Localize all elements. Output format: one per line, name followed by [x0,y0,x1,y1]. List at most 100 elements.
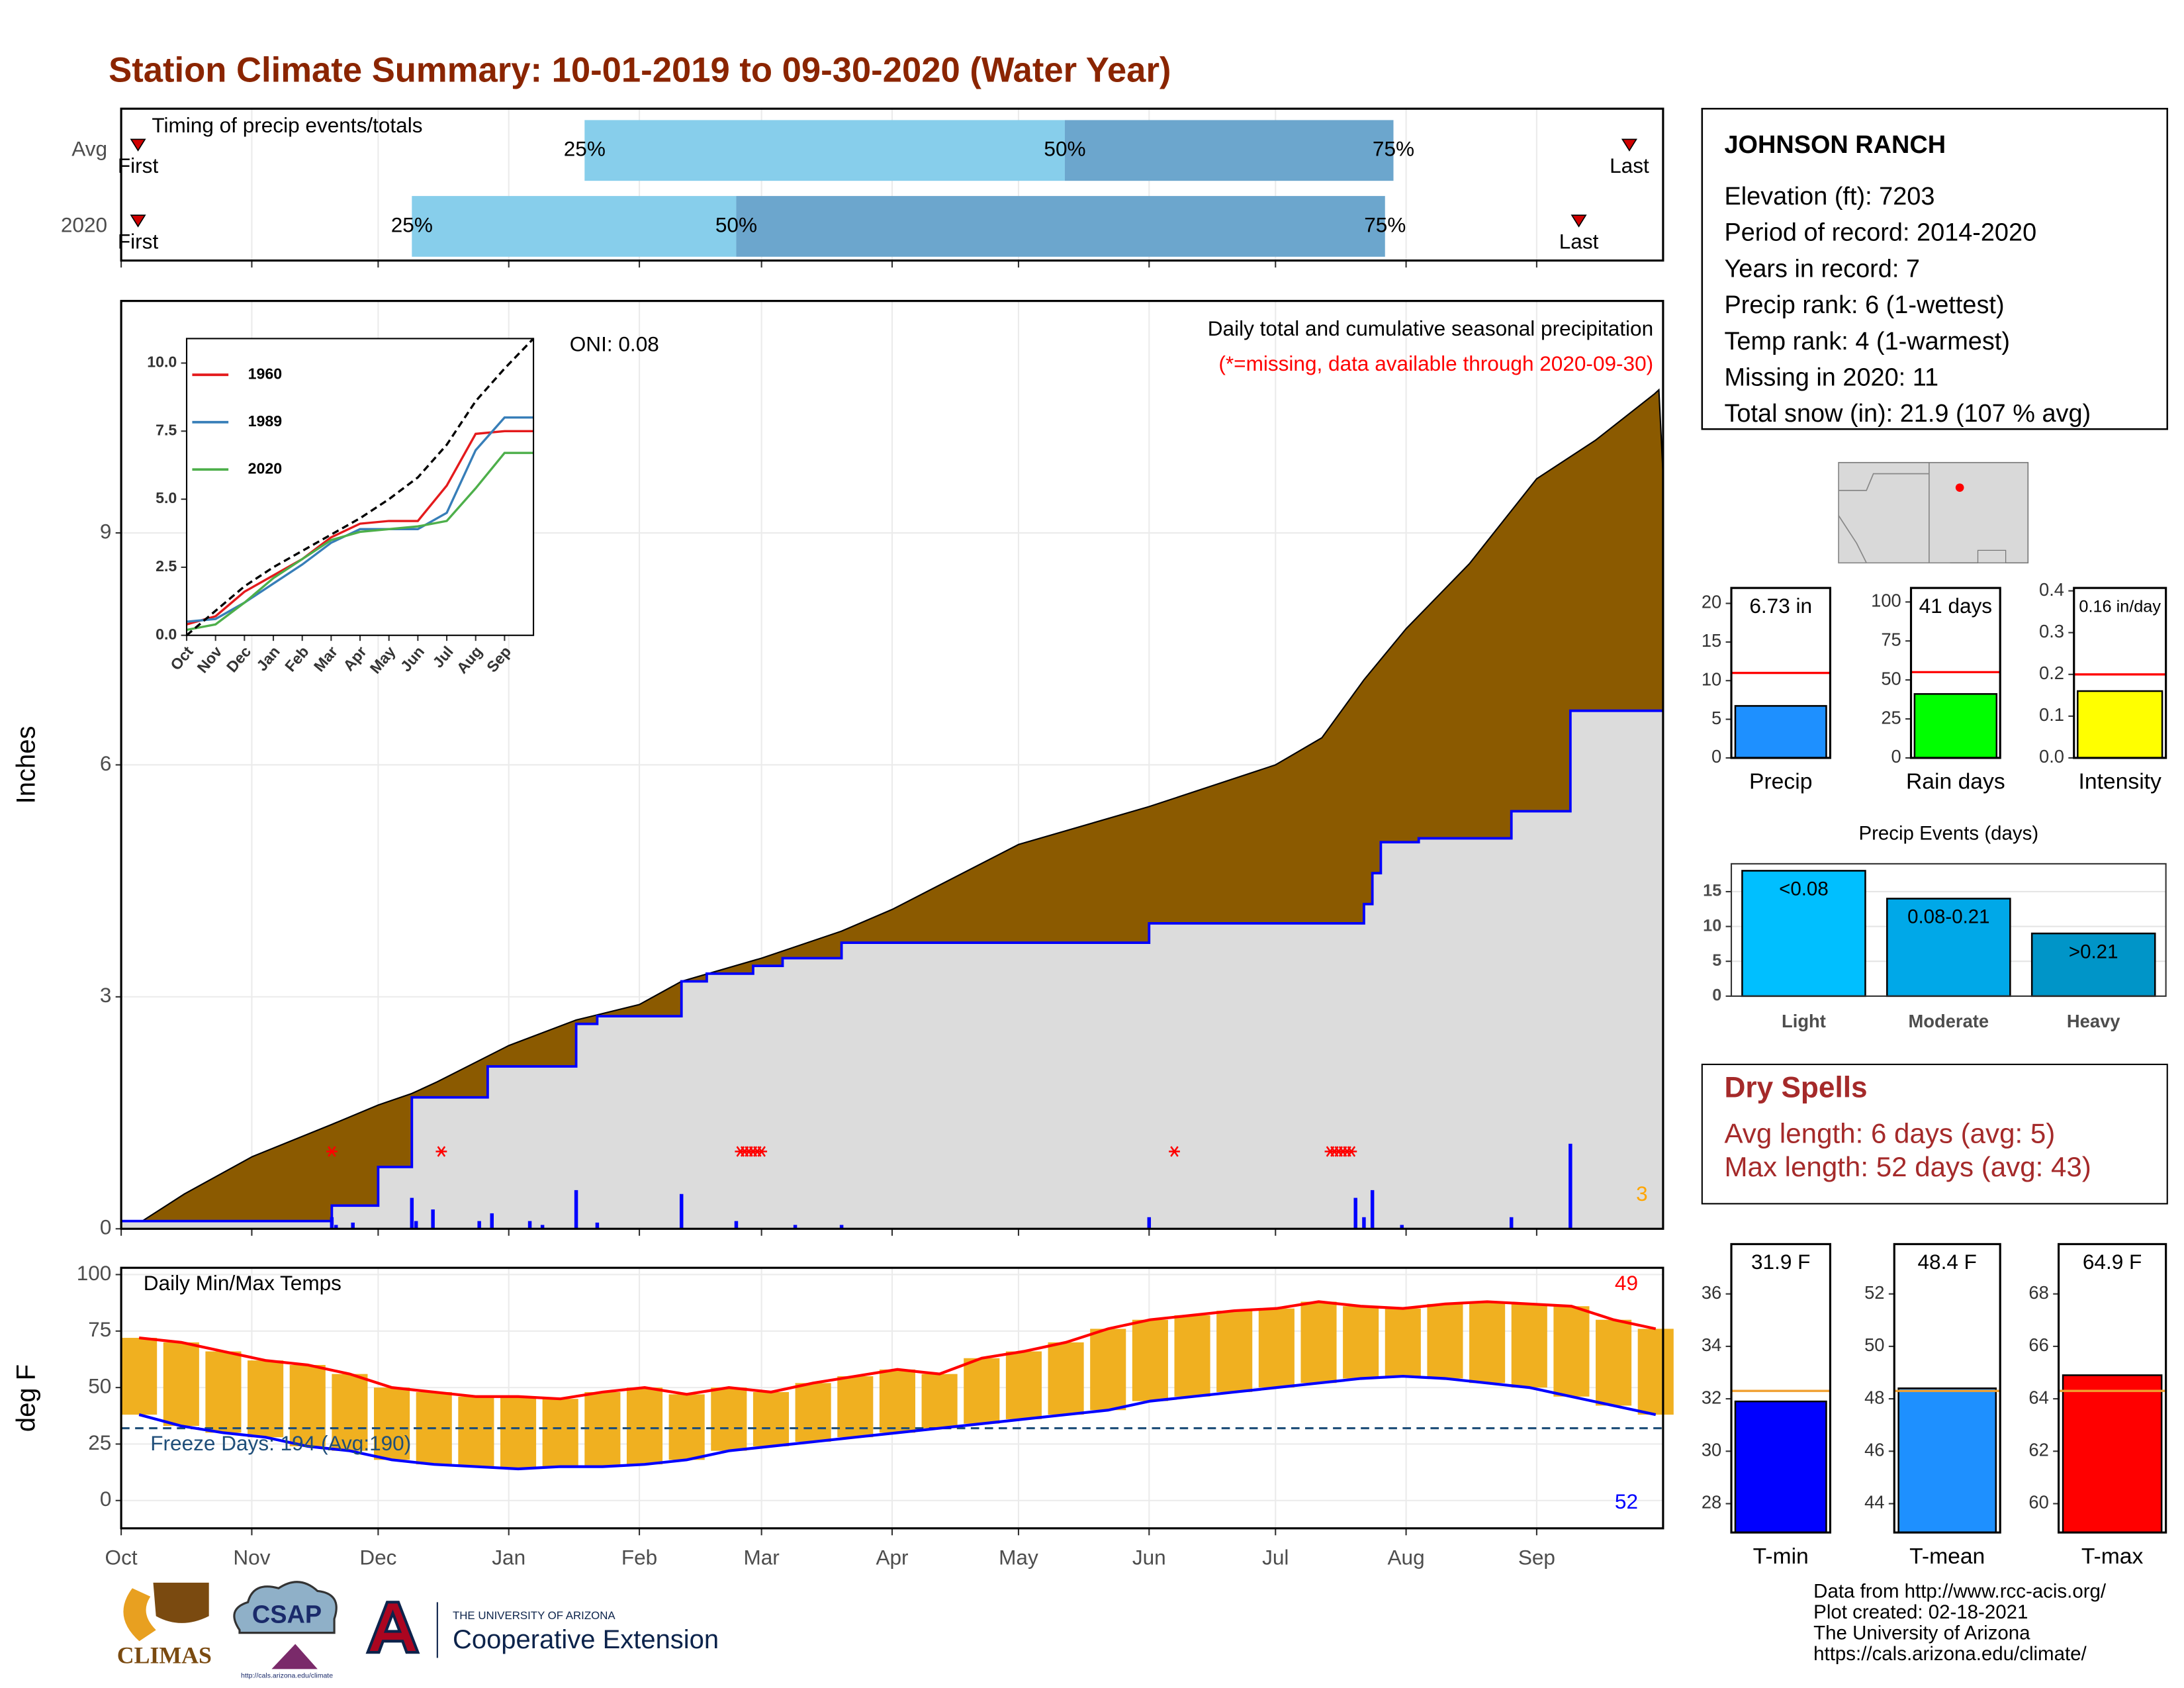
category-label: 2020 [61,212,107,236]
y-tick-label: 75 [88,1317,111,1341]
dry-spells-line: Max length: 52 days (avg: 43) [1724,1151,2091,1182]
x-tick-label: Mar [743,1545,779,1569]
count-label: 3 [1636,1182,1648,1205]
cumulative-area [121,710,1663,1229]
logo-shape [365,1601,420,1654]
locator-map [1838,461,2029,564]
temp-range-bar [1174,1315,1210,1397]
y-tick-label: 50 [1881,668,1901,688]
csap-logo: CSAP http://cals.arizona.edu/climate [233,1581,338,1680]
temp-range-bar [1511,1303,1547,1388]
y-tick-label: 75 [1881,629,1901,649]
source-line: The University of Arizona [1813,1622,2030,1644]
daily-precip-bar [1509,1217,1514,1229]
x-tick-label: Jun [1132,1545,1166,1569]
climas-logo: CLIMAS [117,1582,212,1669]
x-tick-label: Apr [876,1545,908,1569]
temp-range-bar [1132,1319,1168,1401]
y-tick-label: 66 [2028,1335,2048,1355]
x-tick-label: Jul [1262,1545,1289,1569]
station-lines: Elevation (ft): 7203 Period of record: 20… [1724,183,2091,428]
plot-border [1730,863,2167,997]
bar [1897,1387,1997,1534]
y-tick-label: 0 [1711,746,1721,767]
category-label: T-max [2081,1544,2144,1569]
category-label: Precip [1749,770,1812,794]
logo-shape [233,1581,338,1634]
daily-precip-bar [679,1194,684,1229]
y-tick-label: 10.0 [147,353,177,371]
temp-range-bar [1300,1301,1337,1383]
first-label: First [118,230,159,254]
value-label: 6.73 in [1749,594,1812,618]
value-label: 48.4 F [1918,1250,1977,1274]
temp-range-bar [668,1394,705,1460]
station-name: JOHNSON RANCH [1724,131,1946,159]
y-tick-label: 68 [2028,1282,2048,1303]
missing-marker [1345,1146,1357,1157]
dry-spells-box [1701,1063,2168,1205]
daily-precip-bar [1400,1225,1404,1229]
quartile-label: 75% [1373,137,1414,161]
daily-precip-bar [574,1190,578,1229]
y-tick-label: 5.0 [156,489,177,506]
max-label: 49 [1615,1271,1638,1295]
bar [1741,870,1866,998]
bar [2030,932,2156,998]
bar [1734,705,1827,759]
temp-range-bar [752,1391,790,1446]
y-tick-label: 5 [1712,951,1721,970]
source-line: Data from http://www.rcc-acis.org/ [1813,1580,2107,1602]
temp-range-bar [1343,1306,1379,1379]
first-label: First [118,154,159,177]
logo-shape [123,1588,156,1642]
map-borders [1838,462,1930,563]
logo-text: CLIMAS [117,1642,212,1669]
last-label: Last [1610,154,1649,177]
missing-marker [435,1146,447,1157]
y-tick-label: 20 [1702,592,1721,612]
station-line: Temp rank: 4 (1-warmest) [1724,328,2009,355]
y-axis-label: Inches [12,726,41,804]
plot-border [2058,1243,2167,1534]
y-tick-label: 64 [2028,1387,2048,1407]
temp-range-bar [1048,1342,1084,1415]
y-tick-label: 25 [88,1430,111,1454]
temp-range-bar [626,1387,663,1465]
y-tick-label: 10 [1703,916,1721,935]
temp-range-bar [374,1387,410,1460]
dry-spells-title: Dry Spells [1724,1072,1867,1104]
value-label: 64.9 F [2083,1250,2142,1274]
temp-range-bar [332,1374,368,1451]
quartile-bar [584,120,1065,181]
value-label: 31.9 F [1751,1250,1810,1274]
y-tick-label: 48 [1864,1387,1884,1407]
temp-range-bar [289,1364,326,1446]
y-tick-label: 0.0 [156,626,177,643]
y-tick-label: 32 [1702,1387,1721,1407]
temp-range-bar [711,1387,747,1451]
legend-label: 2020 [248,459,282,477]
bar-label: >0.21 [2069,941,2118,962]
daily-precip-bar [334,1225,338,1229]
ua-logo: THE UNIVERSITY OF ARIZONA Cooperative Ex… [365,1601,719,1658]
temp-range-bar [1553,1306,1590,1397]
last-marker [1621,138,1638,152]
value-label: 41 days [1919,594,1993,618]
panel-title: Daily Min/Max Temps [144,1271,341,1295]
y-tick-label: 25 [1881,707,1901,727]
y-tick-label: 100 [77,1261,112,1285]
x-tick-label: Jan [492,1545,525,1569]
y-tick-label: 50 [1864,1335,1884,1355]
bar-label: <0.08 [1779,878,1829,900]
y-tick-label: 0 [100,1487,112,1511]
x-tick-label: Oct [105,1545,138,1569]
min-label: 52 [1615,1489,1638,1513]
dry-spells-line: Avg length: 6 days (avg: 5) [1724,1117,2055,1149]
station-line: Period of record: 2014-2020 [1724,219,2036,247]
station-location [1955,483,1964,492]
y-tick-label: 15 [1702,630,1721,651]
source-line: Plot created: 02-18-2021 [1813,1601,2028,1623]
temp-range-bar [1090,1329,1126,1411]
series-line [186,430,534,626]
